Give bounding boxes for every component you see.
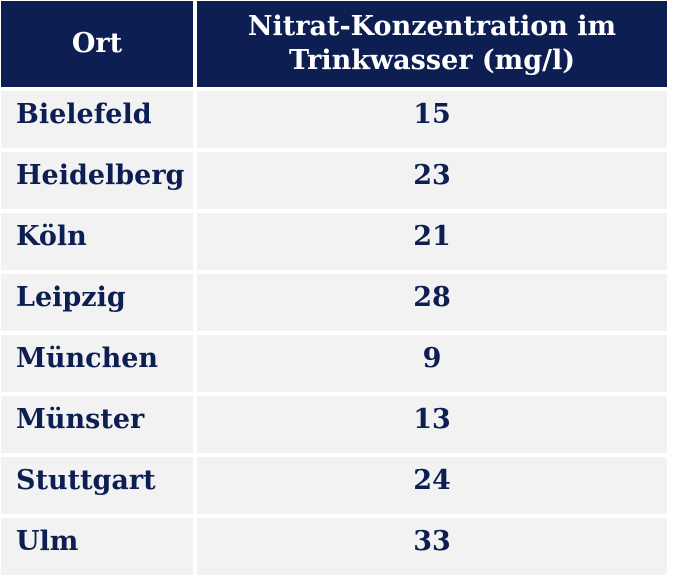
cell-ort: Leipzig [1,274,193,331]
cell-nitrat-wert: 24 [197,457,667,514]
cell-nitrat-wert: 23 [197,152,667,209]
cell-ort: Ulm [1,518,193,575]
table-row: Leipzig 28 [1,274,670,331]
cell-ort: Stuttgart [1,457,193,514]
table-body: Bielefeld 15 Heidelberg 23 Köln 21 Leipzig 28 Mü… [1,91,670,575]
cell-ort: Bielefeld [1,91,193,148]
table-row: Bielefeld 15 [1,91,670,148]
cell-ort: Heidelberg [1,152,193,209]
cell-nitrat-wert: 21 [197,213,667,270]
cell-nitrat-wert: 33 [197,518,667,575]
cell-ort: Münster [1,396,193,453]
table-row: Ulm 33 [1,518,670,575]
cell-nitrat-wert: 13 [197,396,667,453]
cell-ort: Köln [1,213,193,270]
table-row: Münster 13 [1,396,670,453]
cell-ort: München [1,335,193,392]
table-row: Heidelberg 23 [1,152,670,209]
cell-nitrat-wert: 9 [197,335,667,392]
cell-nitrat-wert: 15 [197,91,667,148]
header-nitrat-konzentration: Nitrat-Konzentration im Trinkwasser (mg/… [197,1,667,87]
table-row: München 9 [1,335,670,392]
table-row: Köln 21 [1,213,670,270]
table-header-row: Ort Nitrat-Konzentration im Trinkwasser … [1,1,670,87]
cell-nitrat-wert: 28 [197,274,667,331]
header-ort: Ort [1,1,193,87]
table-row: Stuttgart 24 [1,457,670,514]
